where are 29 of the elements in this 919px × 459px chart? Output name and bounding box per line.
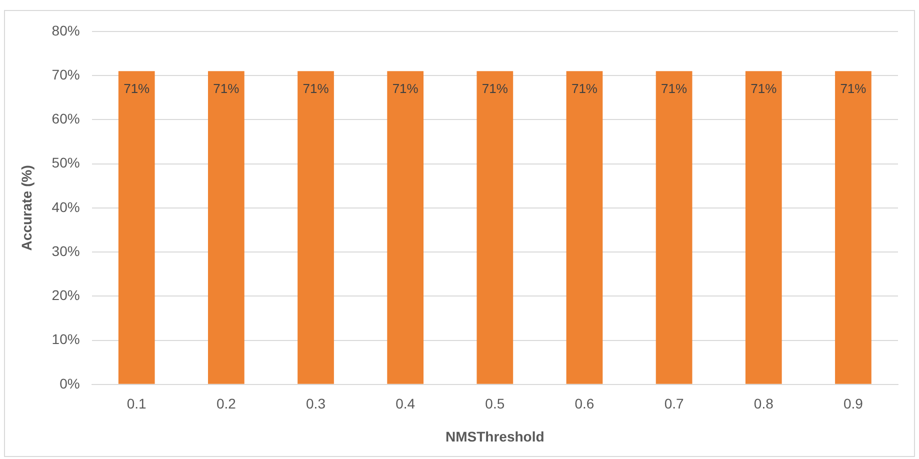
data-label: 71%: [750, 81, 778, 96]
x-axis-title: NMSThreshold: [446, 428, 544, 444]
data-label: 71%: [213, 81, 240, 96]
data-label: 71%: [661, 81, 688, 96]
data-label: 71%: [482, 81, 508, 96]
y-tick-label: 70%: [52, 66, 80, 82]
y-tick-label: 30%: [52, 242, 80, 259]
data-label: 71%: [392, 81, 419, 96]
y-axis-title: Accurate (%): [18, 165, 34, 251]
y-tick-label: 0%: [60, 375, 80, 392]
y-tick-label: 40%: [52, 198, 80, 215]
x-tick-label: 0.1: [126, 396, 147, 412]
x-tick-label: 0.3: [306, 396, 326, 412]
x-tick-label: 0.5: [485, 396, 505, 412]
data-label: 71%: [840, 81, 867, 96]
x-tick-label: 0.9: [843, 396, 864, 412]
x-tick-label: 0.2: [216, 396, 236, 412]
y-tick-label: 50%: [52, 154, 80, 171]
x-tick-label: 0.7: [664, 396, 684, 412]
x-tick-label: 0.6: [574, 396, 594, 412]
y-tick-label: 60%: [52, 110, 80, 127]
data-label: 71%: [571, 81, 598, 96]
y-tick-label: 20%: [52, 287, 80, 304]
data-label: 71%: [302, 81, 330, 96]
x-tick-label: 0.8: [754, 396, 774, 412]
y-tick-label: 80%: [52, 22, 80, 38]
y-tick-label: 10%: [52, 331, 80, 348]
x-tick-label: 0.4: [396, 396, 416, 412]
data-label: 71%: [124, 81, 150, 96]
